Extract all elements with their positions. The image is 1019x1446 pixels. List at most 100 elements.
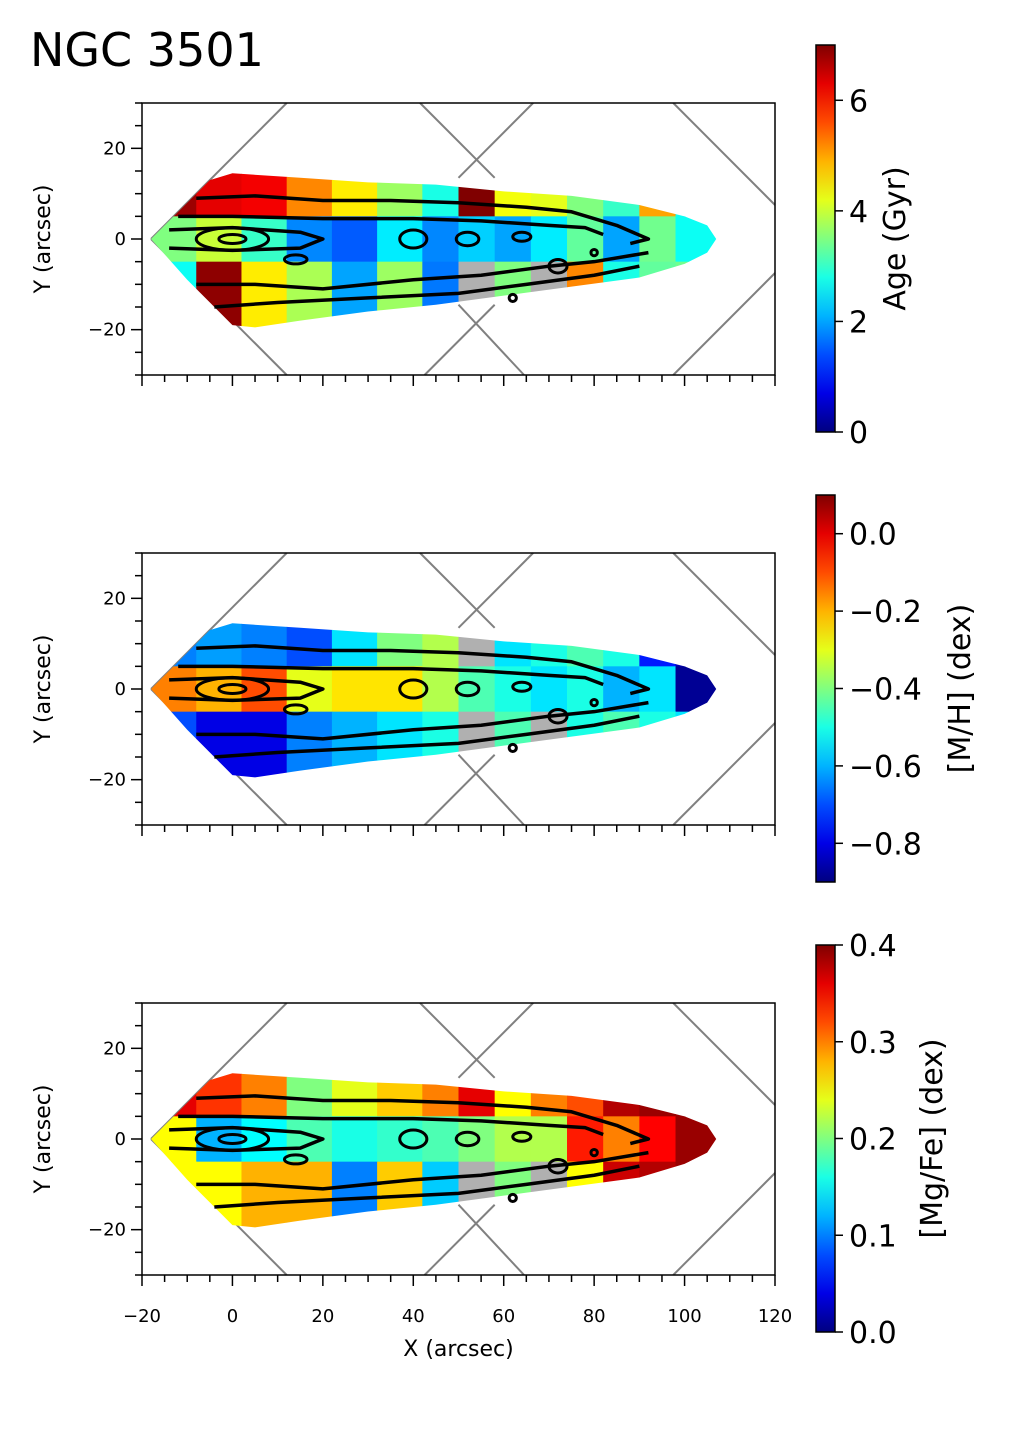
bin: [286, 1073, 333, 1117]
bin: [530, 1161, 568, 1228]
bin: [567, 666, 604, 713]
field-outline-line: [457, 754, 525, 826]
y-tick-label: −20: [88, 770, 126, 791]
bin: [567, 173, 604, 217]
bin: [422, 1161, 459, 1228]
bin: [494, 1161, 532, 1228]
bin: [567, 1116, 604, 1163]
isophote-contour: [589, 697, 599, 708]
bin: [639, 261, 677, 328]
colorbar-label: [Mg/Fe] (dex): [915, 1038, 950, 1238]
bin: [241, 1161, 288, 1228]
field-outline-line: [419, 1002, 496, 1079]
isophote-contour: [194, 226, 271, 252]
isophote-contour: [454, 230, 481, 248]
isophote-contour: [282, 253, 309, 266]
bin: [458, 1116, 496, 1163]
bin: [196, 1073, 242, 1117]
y-tick-label: 0: [115, 229, 126, 250]
x-tick-label: 120: [758, 1306, 792, 1327]
bin: [241, 1116, 288, 1163]
bin: [530, 261, 568, 328]
colorbar-tick-label: 0: [849, 416, 868, 451]
bin: [458, 216, 496, 263]
colorbar-tick-label: 0.3: [849, 1026, 897, 1061]
bin: [639, 1073, 677, 1117]
bin: [331, 711, 378, 778]
field-outline-line: [423, 304, 496, 376]
bin: [151, 666, 197, 713]
colorbar-tick-label: −0.6: [849, 750, 922, 785]
bin: [639, 623, 677, 667]
isophote-contour: [178, 1114, 604, 1137]
bin: [675, 1116, 717, 1163]
isophote-contour: [196, 644, 651, 696]
isophote-contour: [214, 714, 640, 759]
field-outline-line: [457, 1002, 534, 1079]
colorbar-tick-label: 2: [849, 305, 868, 340]
isophote-contour: [507, 742, 518, 754]
panel-1: 20 0 −20 Y (arcsec) 0 2 4 6 Age (Gyr): [31, 44, 913, 451]
bin: [331, 666, 378, 713]
isophote-contour: [547, 1157, 569, 1175]
bin: [422, 1073, 459, 1117]
bin: [241, 623, 288, 667]
bin: [422, 666, 459, 713]
bin: [151, 623, 197, 667]
y-tick-label: 0: [115, 679, 126, 700]
field-outline-line: [457, 102, 534, 179]
isophote-contour: [589, 247, 599, 258]
bin: [494, 711, 532, 778]
y-tick-label: 20: [103, 1038, 126, 1059]
isophote-contour: [507, 292, 518, 304]
isophote-contour: [454, 1130, 481, 1148]
bin: [603, 711, 640, 778]
bin: [331, 623, 378, 667]
isophote-contour: [217, 683, 248, 695]
bin: [458, 666, 496, 713]
bin: [422, 173, 459, 217]
colorbar: [815, 44, 836, 433]
colorbar: [815, 944, 836, 1333]
y-axis-label: Y (arcsec): [31, 1085, 56, 1195]
bin: [567, 216, 604, 263]
x-tick-label: 60: [492, 1306, 515, 1327]
bin: [603, 1161, 640, 1228]
isophote-contour: [196, 700, 649, 741]
x-tick-label: 0: [227, 1306, 238, 1327]
isophote-contour: [282, 703, 309, 716]
colorbar-tick-label: −0.2: [849, 595, 922, 630]
panel-3: 20 0 −20 Y (arcsec) −20 0 20 40 60 80 100 120 X (arc…: [31, 929, 950, 1362]
isophote-contour: [196, 194, 651, 246]
bin: [675, 261, 717, 328]
isophote-contour: [217, 233, 248, 245]
y-tick-label: −20: [88, 1220, 126, 1241]
colorbar-tick-label: 0.2: [849, 1123, 897, 1158]
colorbar-label: Age (Gyr): [878, 166, 913, 310]
field-outline-line: [457, 552, 534, 629]
colorbar-tick-label: 6: [849, 84, 868, 119]
bin: [286, 623, 333, 667]
field-outline-line: [423, 754, 496, 826]
colorbar: [815, 494, 836, 883]
bin: [603, 173, 640, 217]
bin: [331, 261, 378, 328]
bin: [377, 623, 423, 667]
colorbar-tick-label: 0.0: [849, 518, 897, 553]
field-outline-line: [672, 102, 776, 206]
bin: [675, 1073, 717, 1117]
bin: [331, 1073, 378, 1117]
figure-title: NGC 3501: [30, 23, 264, 77]
isophote-contour: [178, 214, 604, 237]
isophote-contour: [511, 680, 533, 693]
bin: [151, 216, 197, 263]
field-outline-line: [672, 272, 776, 376]
bin: [603, 623, 640, 667]
bin: [494, 261, 532, 328]
isophote-contour: [398, 678, 429, 700]
isophote-contour: [398, 228, 429, 250]
field-outline-line: [672, 722, 776, 826]
isophote-contour: [547, 707, 569, 725]
isophote-contour: [214, 264, 640, 309]
bin: [151, 1161, 197, 1228]
